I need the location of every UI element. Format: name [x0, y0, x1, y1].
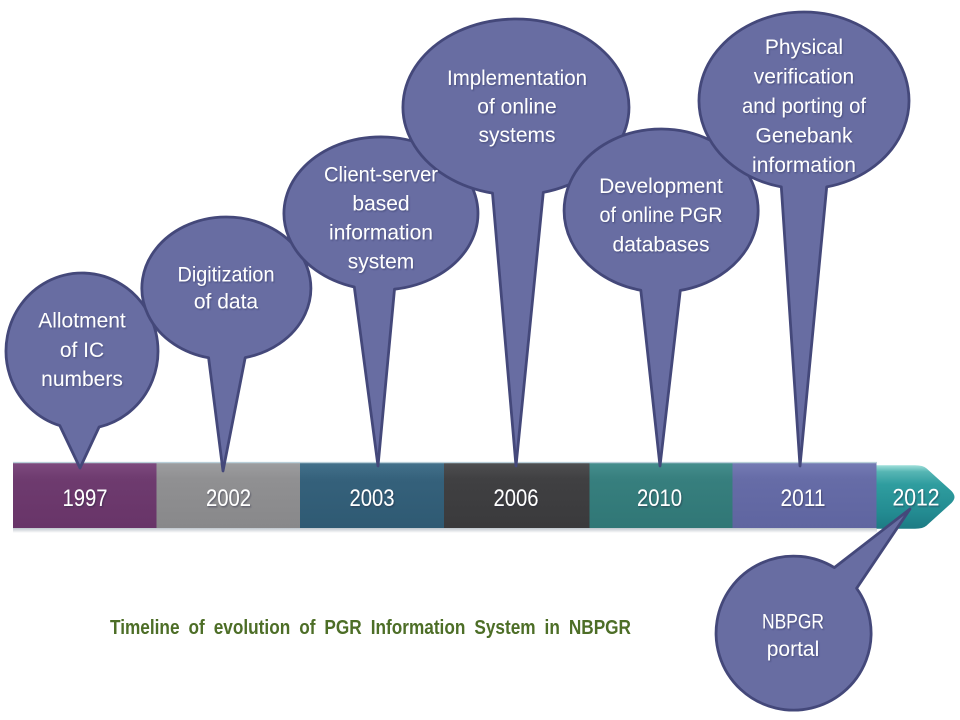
svg-text:2010: 2010 — [637, 485, 682, 512]
svg-text:systems: systems — [478, 124, 555, 147]
svg-text:Client-server: Client-server — [324, 164, 438, 187]
svg-text:1997: 1997 — [63, 485, 108, 512]
svg-text:Physical: Physical — [765, 36, 843, 59]
svg-text:Digitization: Digitization — [178, 264, 275, 287]
svg-text:information: information — [752, 154, 856, 177]
svg-text:and porting of: and porting of — [742, 95, 866, 118]
svg-text:Allotment: Allotment — [38, 310, 126, 333]
svg-text:Implementation: Implementation — [447, 67, 587, 90]
svg-text:Timeline of evolution of PGR I: Timeline of evolution of PGR Information… — [110, 616, 631, 639]
svg-text:portal: portal — [767, 638, 820, 661]
svg-text:of IC: of IC — [60, 339, 104, 362]
svg-text:Genebank: Genebank — [756, 125, 853, 148]
svg-text:2006: 2006 — [494, 485, 539, 512]
svg-text:2002: 2002 — [206, 485, 251, 512]
svg-text:2003: 2003 — [350, 485, 395, 512]
svg-text:NBPGR: NBPGR — [762, 611, 824, 634]
svg-text:Development: Development — [599, 175, 723, 198]
svg-text:2012: 2012 — [893, 485, 940, 512]
svg-text:numbers: numbers — [41, 368, 123, 391]
svg-text:databases: databases — [613, 233, 710, 256]
svg-text:information: information — [329, 222, 433, 245]
svg-text:based: based — [352, 193, 409, 216]
svg-text:2011: 2011 — [781, 485, 826, 512]
svg-text:of online: of online — [477, 96, 556, 119]
svg-text:system: system — [348, 251, 415, 274]
svg-text:verification: verification — [754, 66, 854, 89]
svg-text:of online PGR: of online PGR — [600, 204, 723, 227]
svg-text:of data: of data — [194, 291, 259, 314]
